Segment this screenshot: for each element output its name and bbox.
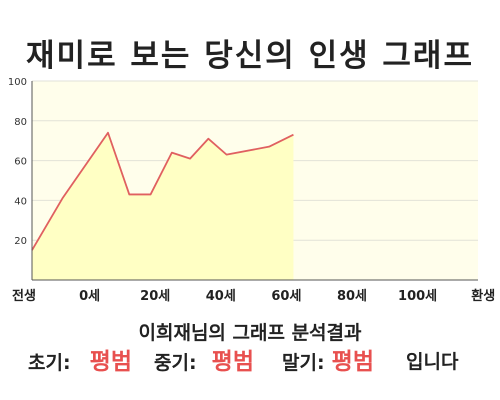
late-life-label: 말기: [282, 352, 325, 374]
x-tick-label-4: 60세 [271, 289, 301, 304]
x-tick-label-1: 0세 [79, 289, 100, 304]
series-line [31, 131, 294, 251]
x-tick-label-3: 40세 [206, 289, 236, 304]
late-life-value: 평범 [331, 349, 374, 375]
life-graph-chart: 20 40 60 80 100 전생 0세 20세 40세 60세 80세 100세 환생 [8, 77, 495, 304]
x-tick-label-5: 80세 [337, 289, 367, 304]
page-title: 재미로 보는 당신의 인생 그래프 [26, 38, 474, 74]
y-tick-label-40: 40 [14, 196, 27, 207]
early-life-result: 초기: 평범 [28, 346, 132, 378]
mid-life-label: 중기: [154, 352, 197, 374]
x-tick-label-7: 환생 [471, 288, 495, 304]
x-tick-label-6: 100세 [398, 289, 437, 304]
early-life-value: 평범 [89, 349, 132, 375]
y-tick-label-20: 20 [14, 236, 27, 247]
late-life-result: 말기: 평범 [282, 346, 374, 378]
result-title: 이희재님의 그래프 분석결과 [138, 322, 362, 344]
y-tick-label-100: 100 [8, 77, 27, 88]
x-tick-label-2: 20세 [140, 289, 170, 304]
y-tick-label-80: 80 [14, 117, 27, 128]
x-tick-label-0: 전생 [12, 288, 36, 304]
early-life-label: 초기: [28, 352, 71, 374]
mid-life-result: 중기: 평범 [154, 346, 254, 378]
area-fill [32, 132, 294, 280]
result-suffix: 입니다 [406, 351, 459, 373]
mid-life-value: 평범 [211, 349, 254, 375]
y-tick-label-60: 60 [14, 157, 27, 168]
result-suffix-row: 입니다 [406, 346, 458, 378]
